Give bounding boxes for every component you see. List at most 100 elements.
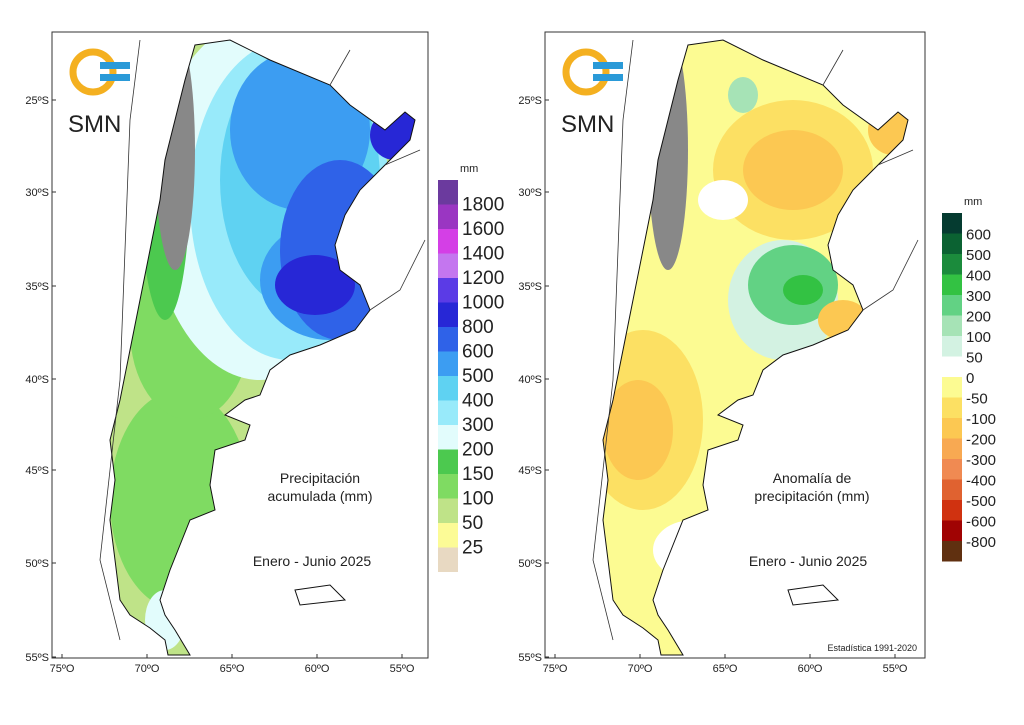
- legend-swatch: [438, 327, 458, 352]
- legend-swatch: [438, 204, 458, 229]
- legend-label: 0: [966, 370, 974, 387]
- left-map-title-line1: Precipitación: [280, 470, 360, 486]
- lon-tick-label: 70ºO: [628, 663, 653, 675]
- legend-label: -400: [966, 473, 996, 490]
- lon-tick-label: 55ºO: [390, 663, 415, 675]
- legend-swatch: [438, 351, 458, 376]
- lon-tick-label: 65ºO: [220, 663, 245, 675]
- right-map-title-line1: Anomalía de: [773, 470, 852, 486]
- legend-label: -500: [966, 493, 996, 510]
- legend-label: 300: [966, 288, 991, 305]
- legend-swatch: [438, 278, 458, 303]
- legend-swatch: [438, 425, 458, 450]
- right-map-panel: SMN Anomalía de precipitación (mm) Enero…: [518, 31, 996, 675]
- legend-swatch: [942, 397, 962, 418]
- legend-swatch: [438, 523, 458, 548]
- legend-swatch: [942, 233, 962, 254]
- malvinas-islands-right: [787, 584, 840, 606]
- legend-swatch: [942, 541, 962, 562]
- lat-tick-label: 35ºS: [518, 281, 542, 293]
- lon-tick-label: 75ºO: [543, 663, 568, 675]
- neighbor-borders: [329, 49, 426, 311]
- legend-label: 100: [462, 489, 494, 510]
- legend-label: 1400: [462, 244, 504, 265]
- statistics-footnote: Estadística 1991-2020: [827, 643, 917, 653]
- legend-swatch: [438, 229, 458, 254]
- legend-swatch: [942, 315, 962, 336]
- smn-logo-sun-icon: [562, 48, 610, 96]
- legend-label: 200: [462, 440, 494, 461]
- lon-tick-label: 75ºO: [50, 663, 75, 675]
- legend-label: 600: [966, 227, 991, 244]
- legend-swatch: [438, 547, 458, 572]
- legend-swatch: [942, 377, 962, 398]
- legend-label: 1600: [462, 219, 504, 240]
- smn-logo-sun-icon: [69, 48, 117, 96]
- smn-logo-text: SMN: [561, 111, 614, 138]
- smn-logo-text: SMN: [68, 111, 121, 138]
- smn-logo: SMN: [68, 48, 130, 138]
- legend-swatch: [942, 459, 962, 480]
- legend-label: -100: [966, 411, 996, 428]
- lat-tick-label: 25ºS: [25, 95, 49, 107]
- legend-swatch: [942, 356, 962, 377]
- legend-label: -200: [966, 432, 996, 449]
- lon-tick-label: 60ºO: [305, 663, 330, 675]
- lon-tick-label: 60ºO: [798, 663, 823, 675]
- legend-label: 200: [966, 309, 991, 326]
- legend-swatch: [438, 180, 458, 205]
- lon-tick-label: 70ºO: [135, 663, 160, 675]
- lat-tick-label: 30ºS: [518, 187, 542, 199]
- lat-tick-label: 40ºS: [25, 374, 49, 386]
- lat-tick-label: 30ºS: [25, 187, 49, 199]
- legend-swatch: [942, 213, 962, 234]
- smn-logo-right: SMN: [561, 48, 623, 138]
- legend-label: 50: [966, 350, 983, 367]
- legend-swatch: [942, 295, 962, 316]
- malvinas-islands: [294, 584, 347, 606]
- legend-swatch: [438, 376, 458, 401]
- legend-label: 1200: [462, 268, 504, 289]
- legend-label: -800: [966, 534, 996, 551]
- legend-label: 1000: [462, 293, 504, 314]
- lon-tick-label: 65ºO: [713, 663, 738, 675]
- legend-swatch: [438, 253, 458, 278]
- legend-swatch: [438, 474, 458, 499]
- legend-swatch: [438, 302, 458, 327]
- legend-swatch: [942, 254, 962, 275]
- legend-label: 400: [462, 391, 494, 412]
- chile-border: [99, 39, 141, 641]
- lon-tick-label: 55ºO: [883, 663, 908, 675]
- lat-tick-label: 45ºS: [518, 465, 542, 477]
- legend-label: 25: [462, 538, 483, 559]
- legend-label: 300: [462, 415, 494, 436]
- lat-tick-label: 25ºS: [518, 95, 542, 107]
- right-map-legend: mm600500400300200100500-50-100-200-300-4…: [942, 196, 996, 562]
- legend-label: 800: [462, 317, 494, 338]
- legend-label: 1800: [462, 195, 504, 216]
- legend-label: 400: [966, 268, 991, 285]
- lat-tick-label: 50ºS: [25, 558, 49, 570]
- legend-swatch: [438, 498, 458, 523]
- legend-swatch: [942, 336, 962, 357]
- left-map-legend: mm 1800 1600 1400 1200 1000 800 600 500 400 300 200…: [438, 163, 504, 572]
- legend-swatch: [942, 500, 962, 521]
- legend-swatch: [438, 400, 458, 425]
- lat-tick-label: 40ºS: [518, 374, 542, 386]
- legend-label: -600: [966, 514, 996, 531]
- legend-label: 100: [966, 329, 991, 346]
- legend-label: 150: [462, 464, 494, 485]
- legend-label: 500: [462, 366, 494, 387]
- right-map-period: Enero - Junio 2025: [749, 553, 868, 569]
- legend-swatch: [942, 418, 962, 439]
- right-map-title-line2: precipitación (mm): [754, 488, 869, 504]
- legend-label: 50: [462, 513, 483, 534]
- lat-tick-label: 55ºS: [25, 652, 49, 664]
- legend-label: -300: [966, 452, 996, 469]
- lat-tick-label: 35ºS: [25, 281, 49, 293]
- lat-tick-label: 45ºS: [25, 465, 49, 477]
- legend-swatch: [942, 274, 962, 295]
- legend-swatch: [942, 438, 962, 459]
